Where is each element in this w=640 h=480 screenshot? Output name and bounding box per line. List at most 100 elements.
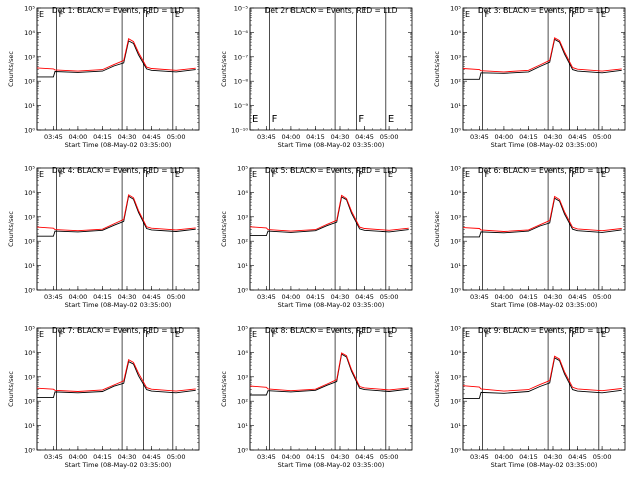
chart-title: Det 6: BLACK = Events, RED = LLD <box>478 166 610 175</box>
y-axis-label: Counts/sec <box>433 211 441 247</box>
x-axis-label: Start Time (08-May-02 03:35:00) <box>65 461 172 469</box>
interval-marker-label: F <box>571 10 576 19</box>
plot-frame <box>249 167 413 291</box>
interval-marker-label: E <box>465 170 470 179</box>
y-tick-label: 10⁰ <box>450 447 461 455</box>
y-tick-label: 10⁴ <box>24 349 35 357</box>
x-tick-label: 04:30 <box>118 453 137 461</box>
y-tick-label: 10⁵ <box>450 325 461 333</box>
x-tick-label: 04:30 <box>331 133 350 141</box>
x-tick-label: 04:00 <box>495 293 514 301</box>
x-tick-label: 04:30 <box>118 293 137 301</box>
chart-panel-1: Det 1: BLACK = Events, RED = LLD Counts/s… <box>7 5 200 149</box>
y-tick-label: 10² <box>450 398 461 406</box>
interval-marker-label: E <box>175 10 180 19</box>
series-line <box>250 353 409 396</box>
x-tick-label: 04:15 <box>306 133 325 141</box>
y-axis-label: Counts/sec <box>433 371 441 407</box>
y-tick-label: 10¹ <box>24 102 35 110</box>
x-tick-label: 04:00 <box>282 453 301 461</box>
x-tick-label: 04:45 <box>142 453 161 461</box>
series-line <box>463 197 622 238</box>
interval-marker-label: E <box>252 330 257 339</box>
interval-marker-label: F <box>145 330 150 339</box>
chart-panel-8: Det 8: BLACK = Events, RED = LLD Counts/s… <box>220 325 413 469</box>
x-tick-label: 03:45 <box>257 293 276 301</box>
y-tick-label: 10¹ <box>450 102 461 110</box>
x-tick-label: 04:15 <box>93 293 112 301</box>
interval-marker-label: F <box>59 170 64 179</box>
plot-frame <box>462 167 626 291</box>
y-tick-label: 10² <box>450 78 461 86</box>
y-tick-label: 10³ <box>24 373 35 381</box>
chart-title: Det 3: BLACK = Events, RED = LLD <box>478 6 610 15</box>
interval-marker-label: F <box>272 114 278 125</box>
y-tick-label: 10⁴ <box>24 189 35 197</box>
x-tick-label: 05:00 <box>593 133 612 141</box>
x-tick-label: 04:30 <box>331 293 350 301</box>
series-line <box>463 38 622 80</box>
interval-marker-label: E <box>601 10 606 19</box>
y-tick-label: 10³ <box>24 213 35 221</box>
x-axis-label: Start Time (08-May-02 03:35:00) <box>491 301 598 309</box>
x-tick-label: 04:45 <box>355 293 374 301</box>
chart-title: Det 5: BLACK = Events, RED = LLD <box>265 166 397 175</box>
interval-marker-label: F <box>358 114 364 125</box>
interval-marker-label: F <box>145 10 150 19</box>
y-tick-label: 10⁻⁶ <box>234 29 249 37</box>
interval-marker-label: E <box>175 330 180 339</box>
x-tick-label: 04:45 <box>568 293 587 301</box>
x-tick-label: 03:45 <box>257 453 276 461</box>
x-axis-label: Start Time (08-May-02 03:35:00) <box>278 461 385 469</box>
y-tick-label: 10⁰ <box>237 447 248 455</box>
x-tick-label: 04:45 <box>142 133 161 141</box>
chart-panel-9: Det 9: BLACK = Events, RED = LLD Counts/s… <box>433 325 626 469</box>
x-tick-label: 04:00 <box>69 453 88 461</box>
x-axis-label: Start Time (08-May-02 03:35:00) <box>65 141 172 149</box>
chart-title: Det 9: BLACK = Events, RED = LLD <box>478 326 610 335</box>
y-axis-label: Counts/sec <box>7 211 15 247</box>
plot-frame <box>36 7 200 131</box>
interval-marker-label: F <box>358 330 363 339</box>
interval-marker-label: F <box>272 330 277 339</box>
x-tick-label: 04:45 <box>142 293 161 301</box>
chart-panel-5: Det 5: BLACK = Events, RED = LLD Counts/s… <box>220 165 413 309</box>
interval-marker-label: F <box>571 330 576 339</box>
y-tick-label: 10⁵ <box>24 325 35 333</box>
series-line <box>36 359 196 392</box>
interval-marker-label: F <box>358 170 363 179</box>
x-tick-label: 04:15 <box>93 453 112 461</box>
series-line <box>462 355 622 392</box>
y-tick-label: 10¹ <box>237 422 248 430</box>
x-tick-label: 04:00 <box>282 293 301 301</box>
y-tick-label: 10⁻¹⁰ <box>231 127 248 135</box>
y-tick-label: 10⁰ <box>450 287 461 295</box>
x-tick-label: 05:00 <box>380 453 399 461</box>
x-tick-label: 03:45 <box>44 453 63 461</box>
interval-marker-label: E <box>252 114 258 125</box>
interval-marker-label: E <box>601 330 606 339</box>
y-tick-label: 10² <box>24 238 35 246</box>
x-tick-label: 04:45 <box>568 453 587 461</box>
series-line <box>249 352 409 392</box>
x-tick-label: 03:45 <box>257 133 276 141</box>
y-tick-label: 10³ <box>450 53 461 61</box>
series-line <box>36 194 196 232</box>
y-tick-label: 10⁻⁹ <box>234 102 249 110</box>
y-tick-label: 10⁰ <box>24 127 35 135</box>
x-tick-label: 05:00 <box>380 293 399 301</box>
x-axis-label: Start Time (08-May-02 03:35:00) <box>278 141 385 149</box>
x-tick-label: 04:30 <box>331 453 350 461</box>
x-tick-label: 04:00 <box>495 453 514 461</box>
y-tick-label: 10³ <box>24 53 35 61</box>
interval-marker-label: E <box>601 170 606 179</box>
chart-panel-4: Det 4: BLACK = Events, RED = LLD Counts/s… <box>7 165 200 309</box>
y-axis-label: Counts/sec <box>433 51 441 87</box>
series-line <box>36 37 196 72</box>
y-tick-label: 10¹ <box>24 422 35 430</box>
x-tick-label: 04:30 <box>544 133 563 141</box>
x-tick-label: 05:00 <box>167 293 186 301</box>
y-tick-label: 10¹ <box>237 262 248 270</box>
interval-marker-label: E <box>175 170 180 179</box>
interval-marker-label: E <box>39 10 44 19</box>
